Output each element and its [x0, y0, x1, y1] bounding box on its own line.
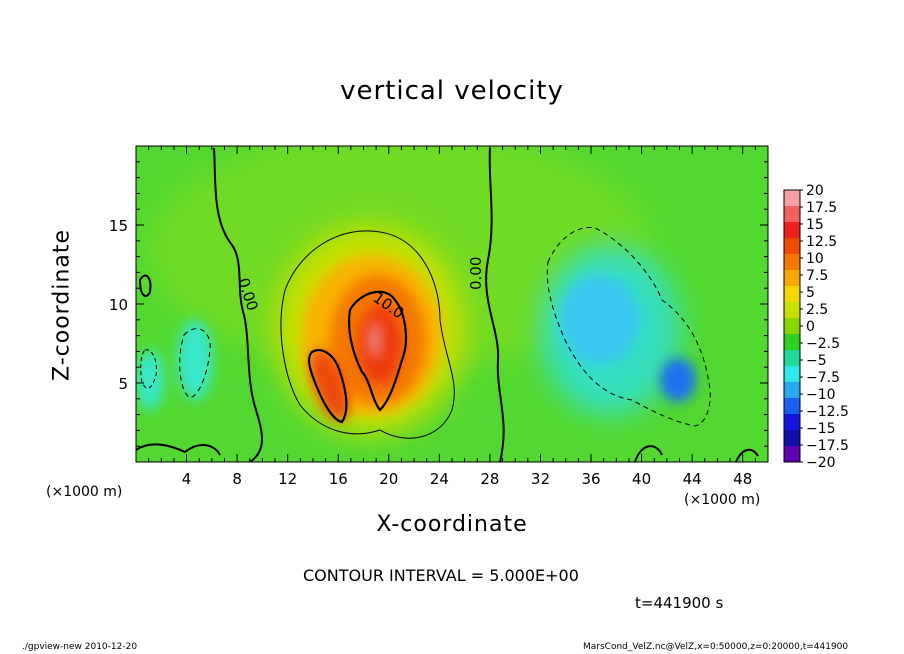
colorbar-swatch [784, 446, 800, 463]
colorbar-label: −20 [806, 455, 836, 471]
heatmap-field [136, 146, 768, 462]
colorbar-swatch [784, 270, 800, 287]
x-tick-label: 24 [430, 470, 449, 488]
footer-right: MarsCond_VelZ.nc@VelZ,x=0:50000,z=0:2000… [583, 642, 849, 652]
colorbar-label: −5 [806, 353, 827, 369]
colorbar-swatch [784, 206, 800, 223]
colorbar-swatch [784, 286, 800, 303]
y-axis: 5 10 15 [109, 161, 768, 447]
y-tick-label: 5 [118, 375, 128, 393]
colorbar-swatch [784, 366, 800, 383]
x-tick-label: 32 [531, 470, 550, 488]
x-tick-label: 44 [683, 470, 702, 488]
colorbar-swatch [784, 382, 800, 399]
colorbar-label: −2.5 [806, 336, 840, 352]
y-axis-unit: (×1000 m) [46, 484, 123, 500]
footer-left: ./gpview-new 2010-12-20 [22, 642, 138, 652]
colorbar-label: 5 [806, 285, 815, 301]
colorbar-label: 2.5 [806, 302, 828, 318]
x-tick-label: 36 [581, 470, 600, 488]
colorbar-swatch [784, 302, 800, 319]
colorbar-swatch [784, 238, 800, 255]
colorbar: 2017.51512.5107.552.50−2.5−5−7.5−10−12.5… [783, 183, 849, 471]
x-tick-label: 20 [379, 470, 398, 488]
colorbar-label: 0 [806, 319, 815, 335]
x-axis: 4 8 12 16 20 24 28 32 36 40 44 48 [148, 146, 769, 488]
colorbar-swatch [784, 318, 800, 335]
x-tick-label: 12 [278, 470, 297, 488]
y-tick-label: 15 [109, 217, 128, 235]
colorbar-label: 10 [806, 251, 824, 267]
colorbar-swatch [784, 414, 800, 431]
colorbar-swatch [784, 334, 800, 351]
colorbar-label: −12.5 [806, 404, 849, 420]
contour-interval-note: CONTOUR INTERVAL = 5.000E+00 [303, 566, 579, 585]
colorbar-label: −10 [806, 387, 836, 403]
colorbar-swatch [784, 190, 800, 207]
x-tick-label: 48 [733, 470, 752, 488]
colorbar-swatch [784, 398, 800, 415]
x-axis-label: X-coordinate [376, 512, 528, 537]
colorbar-label: 15 [806, 217, 824, 233]
x-axis-unit: (×1000 m) [684, 492, 761, 508]
x-tick-label: 4 [182, 470, 192, 488]
colorbar-swatch [784, 350, 800, 367]
colorbar-label: 20 [806, 183, 824, 199]
colorbar-swatch [784, 222, 800, 239]
colorbar-label: −17.5 [806, 438, 849, 454]
colorbar-label: 7.5 [806, 268, 828, 284]
chart-title: vertical velocity [340, 76, 564, 106]
colorbar-label: 12.5 [806, 234, 837, 250]
y-tick-label: 10 [109, 296, 128, 314]
colorbar-label: −7.5 [806, 370, 840, 386]
colorbar-swatch [784, 254, 800, 271]
x-tick-label: 16 [329, 470, 348, 488]
colorbar-label: −15 [806, 421, 836, 437]
time-note: t=441900 s [635, 594, 724, 612]
contour-label: 0.00 [467, 257, 485, 290]
x-tick-label: 28 [480, 470, 499, 488]
x-tick-label: 8 [232, 470, 242, 488]
colorbar-label: 17.5 [806, 200, 837, 216]
colorbar-swatch [784, 430, 800, 447]
x-tick-label: 40 [632, 470, 651, 488]
